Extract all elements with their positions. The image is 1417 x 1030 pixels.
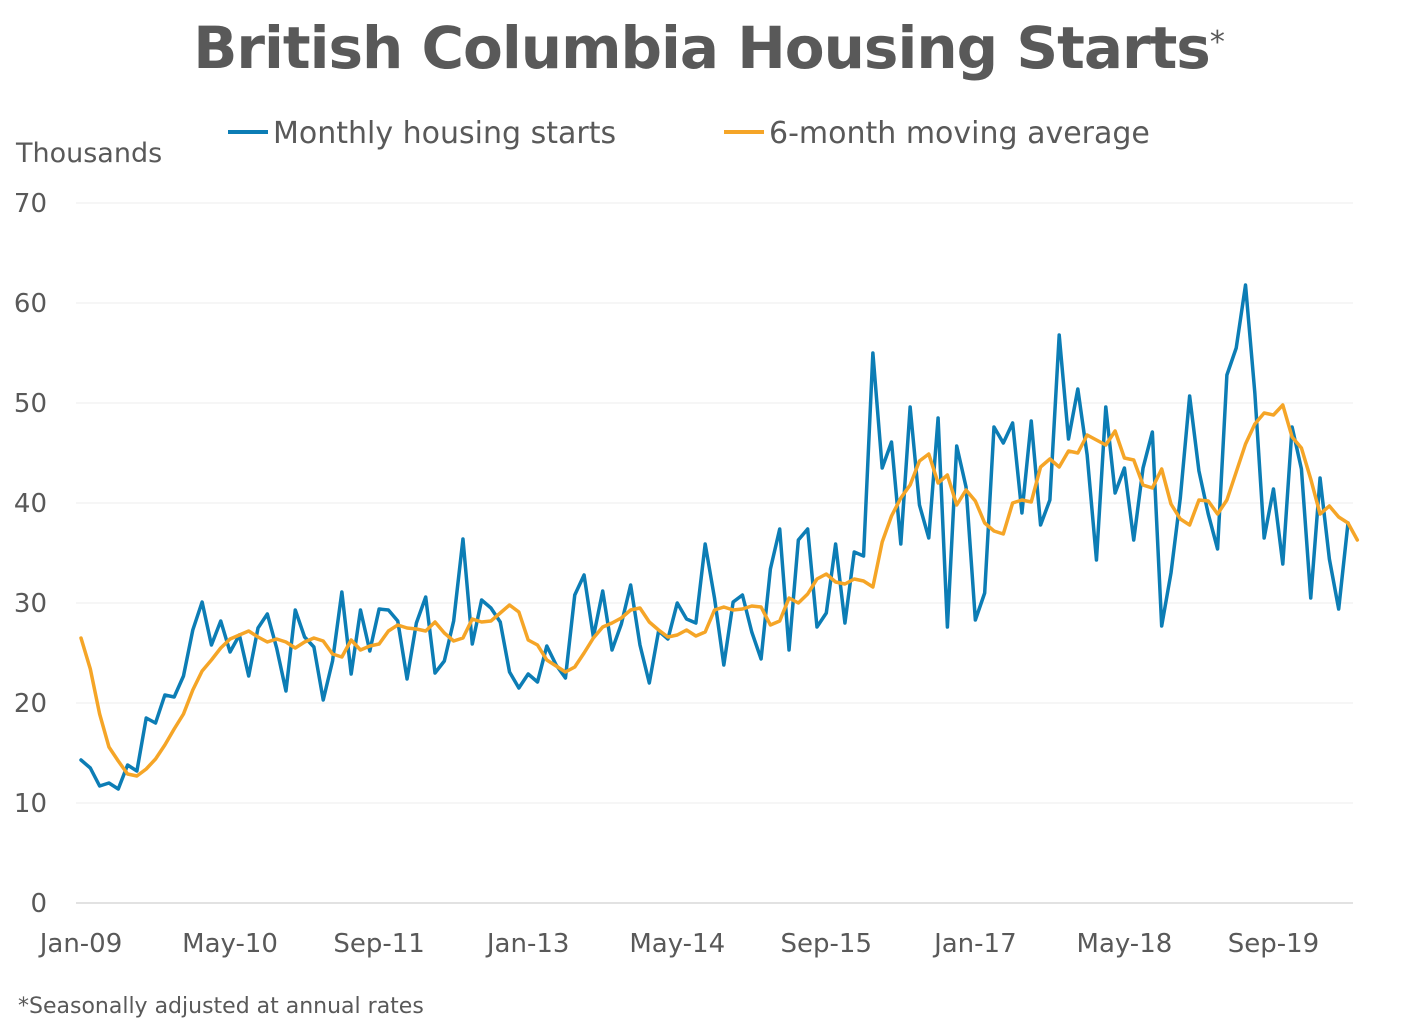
chart-title-mark: * bbox=[1209, 24, 1225, 60]
chart-title: British Columbia Housing Starts* bbox=[0, 14, 1417, 82]
y-tick-label: 40 bbox=[14, 489, 47, 519]
x-tick-label: May-18 bbox=[1077, 929, 1173, 959]
y-tick-label: 50 bbox=[14, 389, 47, 419]
x-tick-label: Sep-11 bbox=[333, 929, 424, 959]
y-axis-ticks: 0 10 20 30 40 50 60 70 bbox=[14, 189, 47, 919]
series-line-0 bbox=[79, 283, 1350, 791]
legend-label-0: Monthly housing starts bbox=[273, 116, 616, 151]
line-chart: Monthly housing starts 6-month moving ave… bbox=[14, 116, 1360, 959]
x-axis-ticks: Jan-09 May-10 Sep-11 Jan-13 May-14 Sep-15 Jan-… bbox=[38, 929, 1319, 959]
x-tick-label: Jan-09 bbox=[38, 929, 123, 959]
footnote: *Seasonally adjusted at annual rates bbox=[18, 994, 424, 1019]
y-axis-label: Thousands bbox=[15, 138, 162, 169]
series-line-1 bbox=[79, 403, 1360, 778]
x-tick-label: Sep-15 bbox=[781, 929, 872, 959]
x-tick-label: May-14 bbox=[629, 929, 725, 959]
legend-label-1: 6-month moving average bbox=[769, 116, 1150, 151]
gridlines bbox=[76, 202, 1353, 904]
x-tick-label: Jan-13 bbox=[485, 929, 570, 959]
y-tick-label: 20 bbox=[14, 689, 47, 719]
chart-legend: Monthly housing starts 6-month moving ave… bbox=[228, 116, 1150, 151]
y-tick-label: 0 bbox=[30, 889, 47, 919]
y-tick-label: 10 bbox=[14, 789, 47, 819]
y-tick-label: 30 bbox=[14, 589, 47, 619]
x-tick-label: May-10 bbox=[182, 929, 278, 959]
x-tick-label: Jan-17 bbox=[932, 929, 1017, 959]
x-tick-label: Sep-19 bbox=[1228, 929, 1319, 959]
chart-series bbox=[79, 283, 1360, 791]
y-tick-label: 60 bbox=[14, 289, 47, 319]
y-tick-label: 70 bbox=[14, 189, 47, 219]
chart-title-text: British Columbia Housing Starts bbox=[193, 14, 1211, 82]
